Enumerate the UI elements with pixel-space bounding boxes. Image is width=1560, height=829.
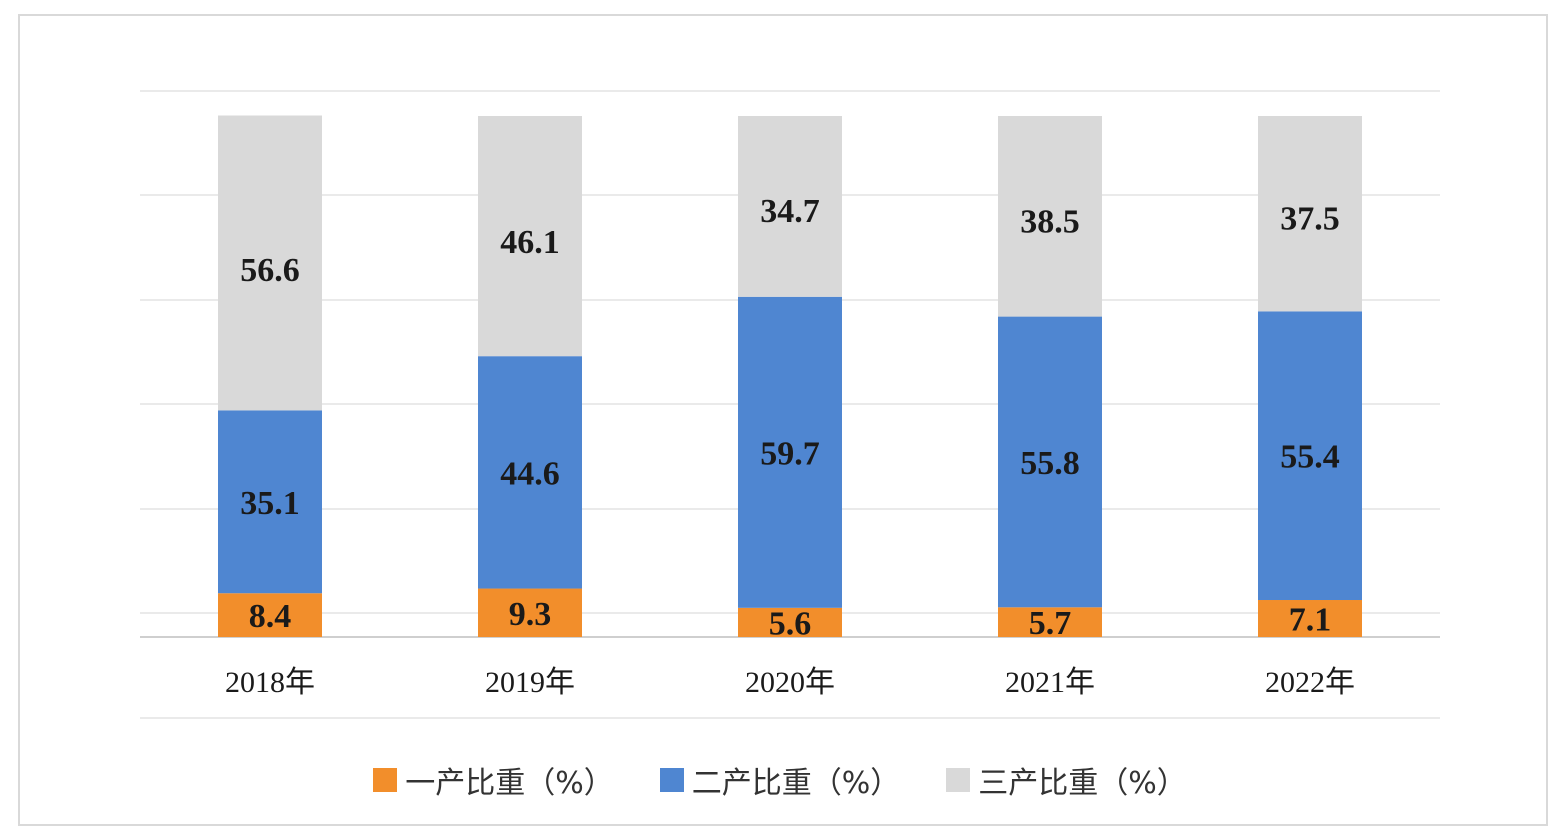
- data-label: 56.6: [240, 252, 300, 289]
- data-label: 55.8: [1020, 445, 1080, 482]
- legend-swatch: [946, 768, 971, 792]
- data-label: 7.1: [1289, 602, 1332, 639]
- data-label: 8.4: [249, 598, 292, 635]
- data-label: 34.7: [760, 193, 820, 230]
- data-labels: 8.4 35.1 56.6 9.3 44.6 46.1 5.6 59.7 34.7 5.7 55.8…: [240, 193, 1340, 642]
- legend-item: 二产比重（%）: [659, 758, 901, 802]
- bar-segment: [998, 607, 1102, 637]
- bar-segment: [218, 593, 322, 637]
- bar-segment: [478, 356, 582, 589]
- data-label: 44.6: [500, 455, 560, 492]
- x-axis-ticks: 2018年 2019年 2020年 2021年 2022年: [225, 666, 1355, 699]
- data-label: 59.7: [760, 435, 820, 472]
- bar-segment: [218, 115, 322, 411]
- bar-segment: [738, 116, 842, 297]
- legend-label: 二产比重（%）: [691, 766, 901, 801]
- data-label: 46.1: [500, 224, 560, 261]
- bar-segment: [738, 607, 842, 637]
- x-tick-label: 2020年: [745, 666, 835, 699]
- legend-label: 三产比重（%）: [978, 766, 1187, 801]
- legend: 一产比重（%） 二产比重（%） 三产比重（%）: [0, 758, 1560, 802]
- legend-label: 一产比重（%）: [405, 766, 614, 801]
- x-tick-label: 2022年: [1265, 666, 1355, 699]
- bar-segment: [1258, 311, 1362, 601]
- bars: [218, 115, 1362, 637]
- legend-swatch: [659, 768, 684, 792]
- data-label: 55.4: [1280, 439, 1340, 476]
- data-label: 5.7: [1029, 605, 1072, 642]
- legend-swatch: [373, 768, 398, 792]
- bar-segment: [1258, 600, 1362, 637]
- bar-segment: [998, 116, 1102, 317]
- bar-segment: [738, 296, 842, 608]
- data-label: 9.3: [509, 596, 552, 633]
- bar-segment: [1258, 116, 1362, 312]
- legend-item: 一产比重（%）: [373, 758, 614, 802]
- bar-segment: [998, 316, 1102, 608]
- x-tick-label: 2018年: [225, 666, 315, 699]
- bar-segment: [478, 116, 582, 357]
- x-tick-label: 2021年: [1005, 666, 1095, 699]
- legend-item: 三产比重（%）: [946, 758, 1187, 802]
- data-label: 37.5: [1280, 201, 1340, 238]
- bar-segment: [218, 410, 322, 594]
- x-tick-label: 2019年: [485, 666, 575, 699]
- data-label: 5.6: [769, 605, 812, 642]
- data-label: 35.1: [240, 485, 300, 522]
- bar-segment: [478, 588, 582, 637]
- data-label: 38.5: [1020, 203, 1080, 240]
